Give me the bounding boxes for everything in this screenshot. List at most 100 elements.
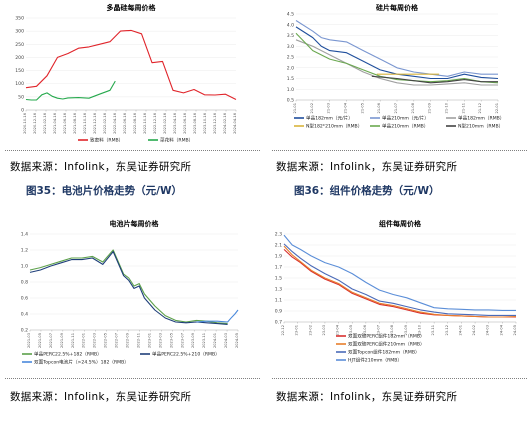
x-tick-label: 2023-09 [191, 332, 195, 348]
x-tick-label: 22-01 [495, 103, 499, 113]
x-tick-label: 21-04 [344, 102, 348, 113]
x-tick-label: 2023-08-16 [193, 112, 197, 134]
x-tick-label: 2022-10-16 [143, 112, 147, 134]
legend-label: 双面Topcon组件182mm（RMB） [348, 349, 420, 356]
y-tick-label: 0.5 [287, 98, 294, 104]
x-tick-label: 2022-04-16 [113, 112, 117, 134]
x-tick-label: 2023-11 [202, 333, 206, 348]
legend-label: 单晶PERC22.5%+210（RMB） [152, 351, 220, 358]
x-tick-label: 2024-01 [213, 333, 217, 348]
y-tick-label: 1.1 [275, 298, 282, 304]
x-tick-label: 21-05 [360, 103, 364, 113]
y-tick-label: 4.0 [287, 22, 294, 28]
legend-label: 单晶182mm（元/片） [306, 115, 353, 122]
x-tick-label: 23-03 [322, 325, 326, 335]
y-tick-label: 0.6 [21, 296, 28, 302]
y-tick-label: 200 [15, 55, 24, 61]
panel-module: 组件每周价格 0.7 0.9 1.1 1.3 1.5 1.7 1.9 2.1 2.3 22-12 23… [266, 212, 532, 421]
legend-label: N型210mm（RMB） [458, 123, 503, 130]
y-tick-label: 0.7 [275, 320, 282, 326]
x-tick-label: 2021-02-16 [43, 112, 47, 134]
panel-polysilicon: 多晶硅每周价格 0 50 100 150 200 250 300 350 2020-10-16 20… [0, 0, 266, 209]
x-tick-label: 24-05 [513, 325, 517, 335]
series-line [283, 243, 516, 316]
x-tick-label: 23-04 [336, 324, 340, 335]
x-tick-label: 21-01 [293, 103, 297, 113]
chart-title: 组件每周价格 [379, 219, 422, 228]
x-tick-label: 23-02 [308, 325, 312, 335]
x-tick-label: 23-09 [404, 324, 408, 335]
legend-label: 单晶210mm（元/片） [382, 115, 429, 122]
y-tick-label: 2.5 [287, 55, 294, 61]
y-tick-label: 1.4 [21, 232, 28, 238]
x-tick-label: 2021-12-16 [93, 112, 97, 134]
x-tick-label: 2022-01 [82, 333, 86, 348]
chart-title: 多晶硅每周价格 [107, 3, 157, 12]
legend-label: 双面双玻PERC组件210mm（RMB） [348, 341, 425, 348]
y-tick-label: 100 [15, 81, 24, 87]
x-tick-label: 2022-08-16 [133, 112, 137, 134]
x-tick-label: 23-12 [445, 325, 449, 335]
x-tick-label: 2023-04-16 [173, 112, 177, 134]
x-tick-label: 21-02 [310, 103, 314, 113]
source-text: 数据来源：Infolink，东吴证券研究所 [276, 161, 458, 173]
x-tick-label: 2023-02-16 [163, 112, 167, 134]
x-tick-label: 23-01 [295, 325, 299, 335]
legend-label: 菜花料（RMB） [160, 137, 193, 144]
x-tick-label: 21-11 [461, 103, 465, 113]
panel-wafer: 硅片每周价格 0.5 1.0 1.5 2.0 2.5 3.0 3.5 4.0 4.5 21-01 21… [266, 0, 532, 209]
y-tick-label: 1.2 [21, 248, 28, 254]
y-tick-label: 1.9 [275, 254, 282, 260]
series-line [29, 251, 228, 325]
x-tick-label: 2021-05 [38, 333, 42, 348]
x-tick-label: 2022-03 [93, 333, 97, 348]
y-tick-label: 0 [21, 108, 24, 114]
x-tick-label: 23-05 [349, 325, 353, 335]
x-tick-label: 21-06 [377, 102, 381, 113]
x-tick-label: 2023-05 [169, 333, 173, 348]
x-tick-label: 2021-03 [27, 333, 31, 348]
x-tick-label: 2021-04-16 [53, 112, 57, 134]
chart-module: 组件每周价格 0.7 0.9 1.1 1.3 1.5 1.7 1.9 2.1 2.3 22-12 23… [275, 219, 517, 364]
x-tick-label: 21-07 [394, 103, 398, 113]
legend-label: N型182*210mm（RMB） [306, 123, 362, 130]
x-tick-label: 24-03 [486, 325, 490, 335]
x-tick-label: 21-03 [327, 103, 331, 113]
y-tick-label: 2.1 [275, 243, 282, 249]
y-tick-label: 1.5 [287, 76, 294, 82]
y-tick-label: 3.5 [287, 33, 294, 39]
separator-right-bottom [272, 378, 527, 379]
figure-caption: 图35：电池片价格走势（元/W） [26, 185, 183, 197]
legend-label: 单晶182mm（RMB） [458, 115, 504, 122]
legend-label: HJT组件210mm（RMB） [348, 357, 402, 364]
y-tick-label: 350 [15, 16, 24, 22]
x-tick-label: 23-06 [363, 324, 367, 335]
x-tick-label: 2021-11 [71, 333, 75, 348]
y-tick-label: 2.3 [275, 232, 282, 238]
y-tick-label: 2.0 [287, 65, 294, 71]
y-tick-label: 1.5 [275, 276, 282, 282]
x-tick-label: 2023-10-16 [203, 112, 207, 134]
chart-cell: 电池片每周价格 0.2 0.4 0.6 0.8 1.0 1.2 1.4 2021-03 2021-… [21, 219, 239, 366]
separator-right-top [272, 150, 527, 151]
x-tick-label: 2022-02-16 [103, 112, 107, 134]
y-tick-label: 1.0 [21, 264, 28, 270]
y-tick-label: 300 [15, 29, 24, 35]
legend-label: 单晶PERC22.5%+182（RMB） [34, 351, 102, 358]
x-tick-label: 23-07 [377, 325, 381, 335]
x-tick-label: 2022-09 [126, 332, 130, 348]
y-tick-label: 250 [15, 42, 24, 48]
y-tick-label: 1.7 [275, 265, 282, 271]
series-line [283, 234, 516, 311]
x-tick-label: 2024-03 [224, 333, 228, 348]
series-line [295, 20, 498, 77]
series-line [283, 245, 517, 318]
y-tick-label: 0.9 [275, 309, 282, 315]
x-tick-label: 21-09 [428, 102, 432, 113]
x-tick-label: 2023-01 [147, 333, 151, 348]
x-tick-label: 2021-07 [49, 333, 53, 348]
series-line [25, 29, 237, 100]
x-tick-label: 2022-05 [104, 333, 108, 348]
panel-cell: 电池片每周价格 0.2 0.4 0.6 0.8 1.0 1.2 1.4 2021-03 2021-… [0, 212, 266, 421]
x-tick-label: 24-01 [458, 325, 462, 335]
